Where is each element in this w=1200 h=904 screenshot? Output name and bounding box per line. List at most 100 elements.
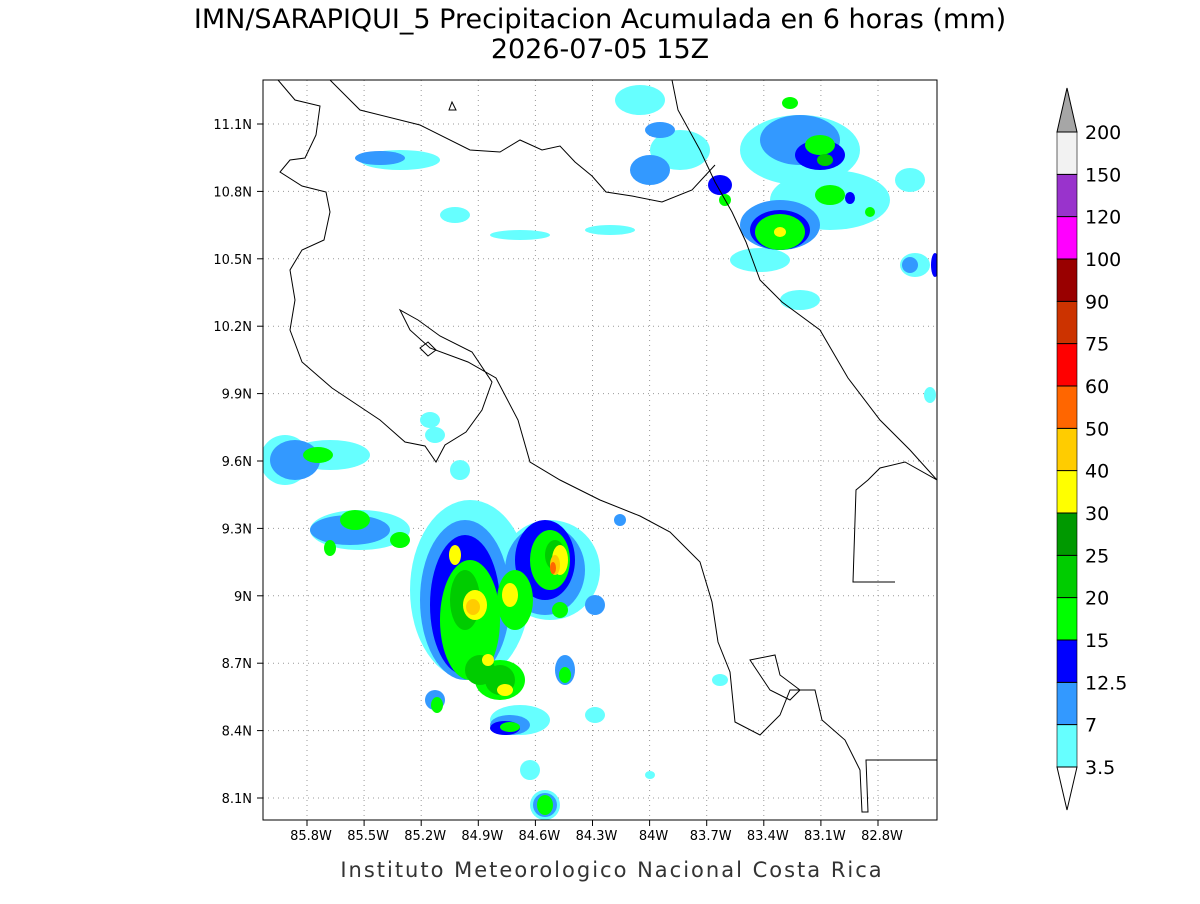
panama-border	[852, 461, 937, 583]
colorbar-segment	[1056, 597, 1078, 641]
precip-area	[645, 771, 655, 779]
colorbar-below	[1056, 766, 1078, 811]
colorbar-label: 30	[1085, 503, 1109, 525]
lon-label: 84W	[639, 829, 669, 844]
precip-area	[440, 207, 470, 223]
colorbar-label: 90	[1085, 291, 1109, 313]
precip-area	[425, 427, 445, 443]
precip-area	[466, 599, 480, 615]
precip-area	[390, 532, 410, 548]
title: IMN/SARAPIQUI_5 Precipitacion Acumulada …	[194, 4, 1006, 35]
precip-area	[865, 207, 875, 217]
precip-field	[263, 85, 937, 820]
lon-label: 83.4W	[747, 829, 789, 844]
precip-area	[817, 154, 833, 166]
map-frame	[262, 79, 938, 821]
precip-area	[708, 175, 732, 195]
graticule: 85.8W 85.5W 85.2W 84.9W 84.6W 84.3W 84W 83.7W 83…	[213, 80, 937, 844]
lat-label: 10.5N	[213, 253, 252, 268]
lake-island	[419, 341, 437, 357]
colorbar-segment	[1056, 131, 1078, 175]
precip-area	[845, 192, 855, 204]
precip-area	[449, 545, 461, 565]
lon-label: 85.2W	[404, 829, 446, 844]
colorbar-segment	[1056, 724, 1078, 768]
lon-label: 85.8W	[290, 829, 332, 844]
colorbar-segment	[1056, 385, 1078, 429]
caribbean-coast	[671, 80, 937, 481]
precip-area	[303, 447, 333, 463]
colorbar-label: 40	[1085, 461, 1109, 483]
precip-area	[585, 225, 635, 235]
colorbar: 3.5 7 12.5 15 20 25 30 40 50 60 75 90 100 120 150 200	[1056, 87, 1127, 811]
colorbar-label: 120	[1085, 207, 1121, 229]
lon-label: 83.1W	[804, 829, 846, 844]
pacific-coast	[277, 80, 937, 813]
precip-area	[730, 248, 790, 272]
colorbar-above	[1056, 87, 1078, 133]
precip-area	[431, 697, 443, 713]
precip-area	[902, 257, 918, 273]
lat-label: 9.3N	[222, 522, 252, 537]
lon-label: 85.5W	[347, 829, 389, 844]
lon-label: 83.7W	[690, 829, 732, 844]
colorbar-label: 75	[1085, 334, 1109, 356]
precip-area	[559, 667, 571, 683]
precip-area	[585, 707, 605, 723]
colorbar-segment	[1056, 428, 1078, 471]
colorbar-segment	[1056, 470, 1078, 514]
footer: Instituto Meteorologico Nacional Costa R…	[340, 858, 883, 882]
lat-label: 11.1N	[213, 118, 252, 133]
colorbar-label: 25	[1085, 545, 1109, 567]
colorbar-label: 100	[1085, 249, 1121, 271]
colorbar-segment	[1056, 555, 1078, 598]
lat-label: 9.6N	[222, 455, 252, 470]
precip-area	[552, 602, 568, 618]
lat-label: 10.8N	[213, 185, 252, 200]
colorbar-label: 150	[1085, 164, 1121, 186]
colorbar-label: 7	[1085, 715, 1097, 737]
lat-label: 8.4N	[222, 725, 252, 740]
peninsula	[749, 654, 801, 701]
precip-area	[482, 654, 494, 666]
precip-area	[630, 155, 670, 185]
colorbar-label: 3.5	[1085, 757, 1115, 779]
precip-area	[520, 760, 540, 780]
coastlines	[277, 80, 937, 813]
precip-area	[502, 583, 518, 607]
precip-area	[537, 795, 553, 815]
precip-area	[500, 722, 520, 732]
colorbar-segment	[1056, 174, 1078, 217]
lon-label: 84.6W	[518, 829, 560, 844]
precip-area	[324, 540, 336, 556]
colorbar-label: 50	[1085, 418, 1109, 440]
precip-area	[815, 185, 845, 205]
precip-area	[550, 562, 556, 574]
precip-area	[355, 151, 405, 165]
colorbar-label: 60	[1085, 376, 1109, 398]
colorbar-label: 12.5	[1085, 672, 1127, 694]
colorbar-segment	[1056, 682, 1078, 725]
islet	[448, 100, 457, 111]
colorbar-label: 200	[1085, 122, 1121, 144]
lon-label: 84.3W	[576, 829, 618, 844]
colorbar-segment	[1056, 512, 1078, 556]
precip-area	[340, 510, 370, 530]
lat-label: 9N	[234, 590, 252, 605]
lat-label: 8.7N	[222, 657, 252, 672]
colorbar-segment	[1056, 258, 1078, 302]
lat-label: 10.2N	[213, 320, 252, 335]
lat-label: 9.9N	[222, 388, 252, 403]
lon-label: 82.8W	[861, 829, 903, 844]
colorbar-label: 15	[1085, 630, 1109, 652]
subtitle: 2026-07-05 15Z	[491, 34, 709, 65]
colorbar-segment	[1056, 343, 1078, 387]
precip-area	[782, 97, 798, 109]
precip-area	[614, 514, 626, 526]
precip-area	[450, 460, 470, 480]
precip-area	[310, 515, 390, 545]
precip-area	[712, 674, 728, 686]
lon-label: 84.9W	[461, 829, 503, 844]
precip-area	[924, 387, 936, 403]
